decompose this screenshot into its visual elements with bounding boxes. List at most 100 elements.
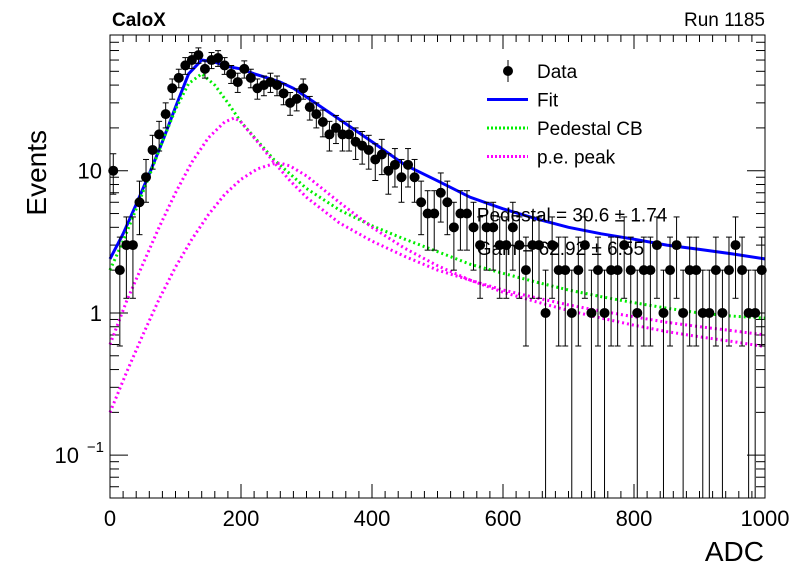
data-point [632, 269, 643, 498]
data-point [625, 236, 636, 347]
marker [108, 165, 119, 176]
data-point [134, 180, 145, 236]
marker [167, 83, 178, 94]
marker [475, 240, 486, 251]
x-axis-label: ADC [705, 536, 764, 567]
data-point [272, 75, 283, 97]
marker [442, 197, 453, 208]
data-point [219, 57, 230, 75]
marker [154, 129, 165, 140]
data-point [461, 190, 472, 251]
marker [226, 68, 237, 79]
marker [461, 208, 472, 219]
data-point [232, 72, 243, 93]
marker [665, 265, 676, 276]
marker [311, 109, 322, 120]
data-point [488, 201, 499, 271]
data-point [389, 148, 400, 188]
data-point [199, 60, 210, 79]
marker [376, 149, 387, 160]
data-point [737, 236, 748, 347]
marker [573, 265, 584, 276]
data-point [658, 269, 669, 498]
y-tick-exponent: −1 [87, 439, 104, 456]
data-point [173, 68, 184, 89]
marker [127, 240, 138, 251]
component-curve [108, 71, 766, 320]
data-point [651, 216, 662, 299]
data-point [730, 216, 741, 299]
legend-entry: Data [503, 60, 578, 83]
data-point [317, 109, 328, 138]
legend-entry: p.e. peak [487, 148, 616, 169]
data-point [691, 236, 702, 347]
marker [645, 265, 656, 276]
data-point [383, 153, 394, 195]
marker [403, 159, 414, 170]
marker [141, 172, 152, 183]
data-point [599, 269, 610, 498]
marker [514, 240, 525, 251]
fit-annotations: Pedestal = 30.6 ± 1.74 Gain = 62.92 ± 6.5… [477, 205, 668, 260]
marker [507, 222, 518, 233]
data-point [147, 134, 158, 170]
data-point [665, 236, 676, 347]
data-point [520, 236, 531, 347]
marker [344, 129, 355, 140]
legend-label: Data [537, 62, 578, 83]
marker [416, 197, 427, 208]
marker [592, 265, 603, 276]
marker [710, 265, 721, 276]
marker [291, 93, 302, 104]
data-point [291, 88, 302, 112]
legend-marker [503, 66, 513, 76]
data-point [160, 102, 171, 129]
marker [488, 222, 499, 233]
marker [330, 122, 341, 133]
data-point [429, 190, 440, 251]
marker [429, 208, 440, 219]
marker [737, 265, 748, 276]
data-point [671, 216, 682, 299]
marker [704, 307, 715, 318]
marker [219, 60, 230, 71]
marker [579, 240, 590, 251]
data-point [501, 216, 512, 299]
data-point [560, 236, 571, 347]
marker [324, 129, 335, 140]
data-point [756, 236, 767, 347]
y-tick-label: 10 [55, 443, 79, 468]
marker [560, 265, 571, 276]
marker [389, 159, 400, 170]
marker [213, 53, 224, 64]
marker [147, 144, 158, 155]
data-point [127, 216, 138, 299]
marker [540, 307, 551, 318]
marker [547, 240, 558, 251]
marker [691, 265, 702, 276]
marker [756, 265, 767, 276]
data-point [141, 158, 152, 203]
data-point [114, 236, 125, 347]
marker [134, 197, 145, 208]
marker [534, 240, 545, 251]
legend: Data Fit Pedestal CB p.e. peak [487, 60, 643, 169]
data-point [645, 236, 656, 347]
marker [317, 117, 328, 128]
marker [396, 172, 407, 183]
data-point [750, 269, 761, 498]
fit-result-text: Gain = 62.92 ± 6.55 [477, 239, 644, 260]
marker [114, 265, 125, 276]
data-point [330, 114, 341, 145]
marker [651, 240, 662, 251]
data-point [344, 120, 355, 152]
data-point [298, 78, 309, 100]
marker [632, 307, 643, 318]
data-point [579, 216, 590, 299]
data-point [311, 102, 322, 129]
data-point [514, 216, 525, 299]
data-point [592, 236, 603, 347]
data-point [586, 269, 597, 498]
plot-frame [109, 34, 766, 499]
x-tick-label: 1000 [741, 506, 790, 531]
